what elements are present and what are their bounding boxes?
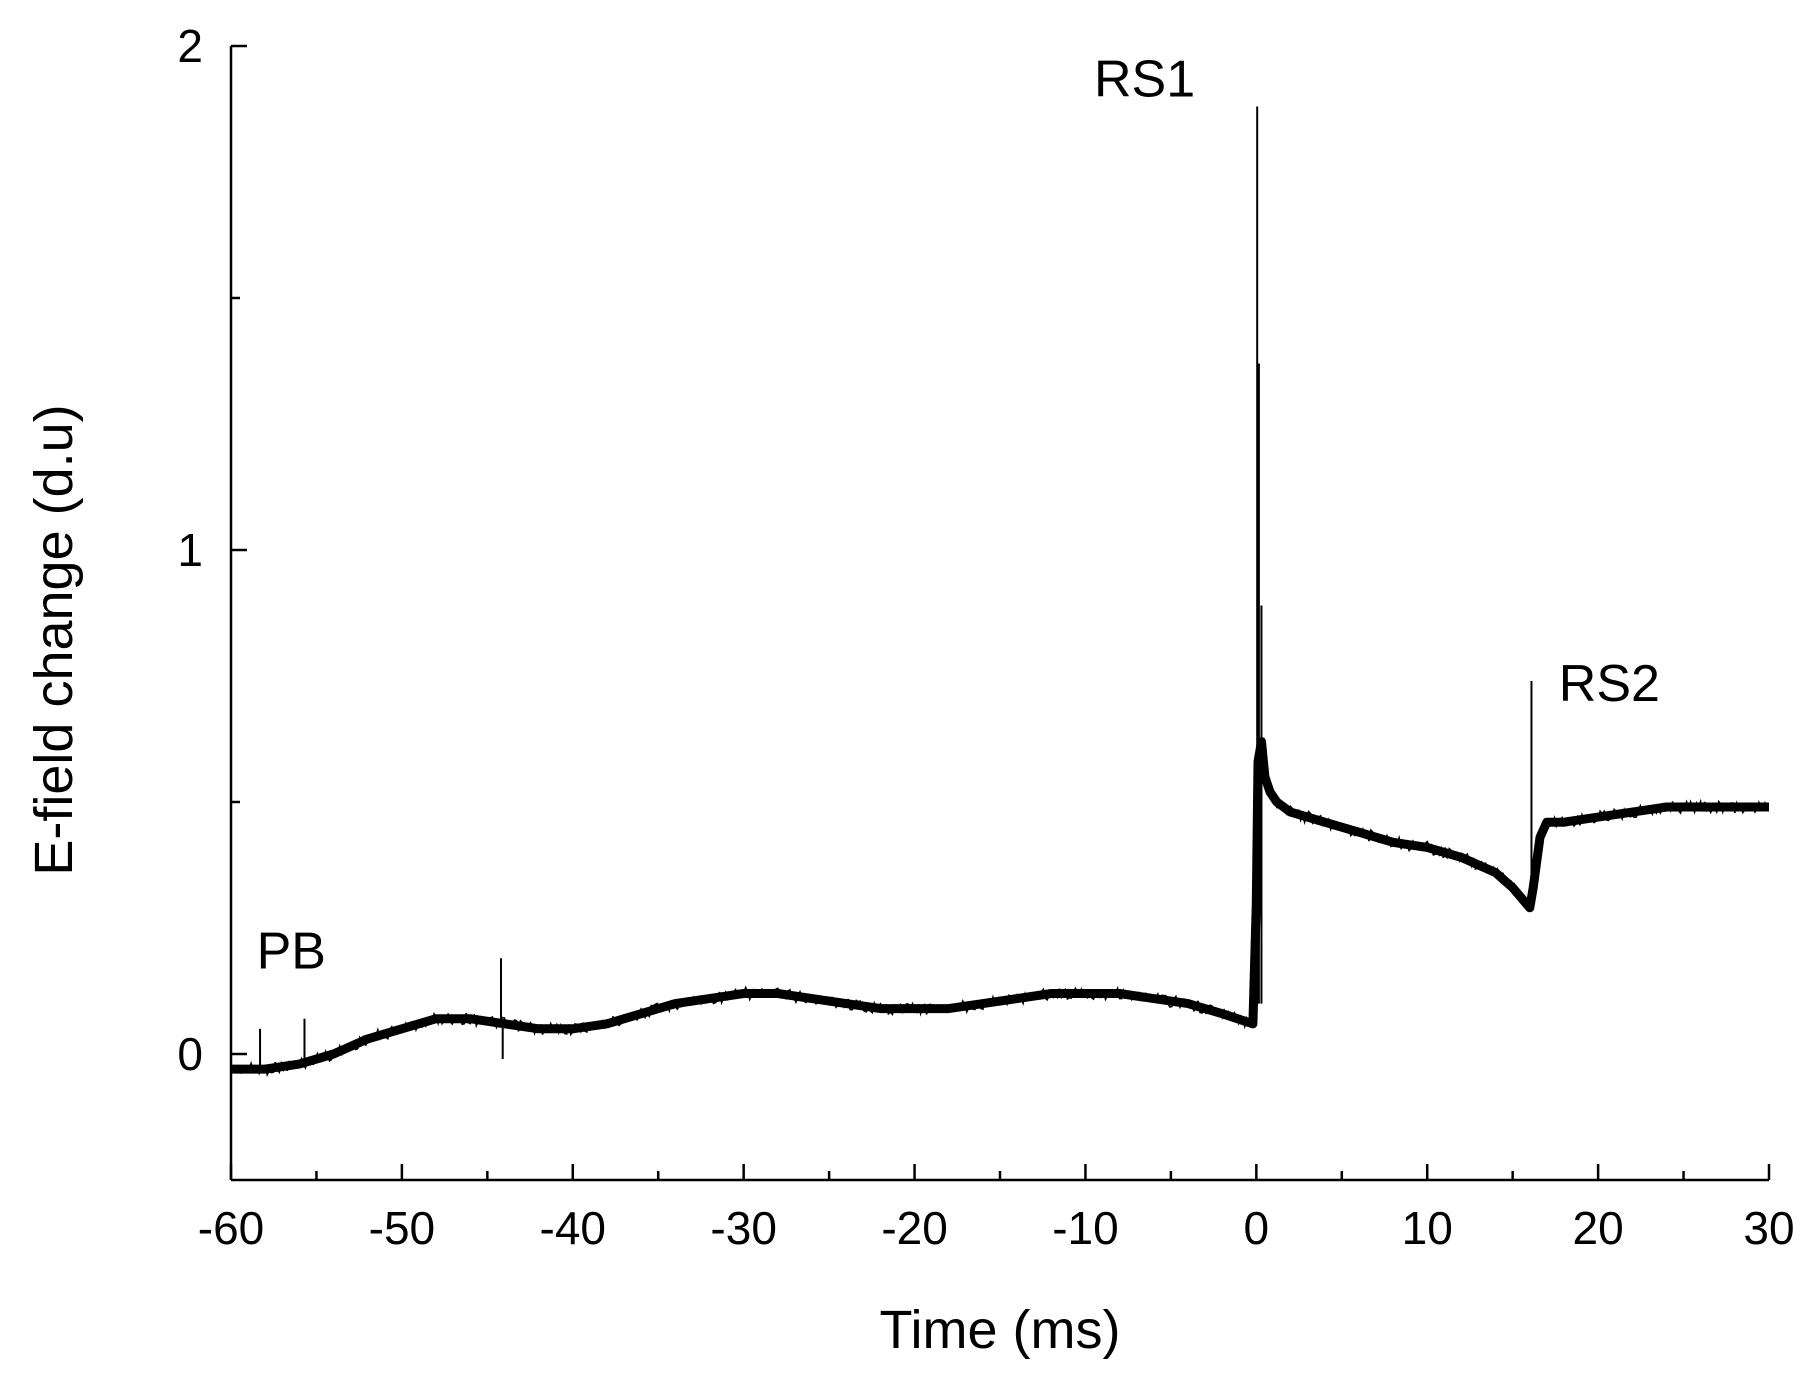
plot-area <box>230 106 1769 1077</box>
series-line <box>231 737 1769 1074</box>
x-tick-label: 30 <box>1743 1202 1794 1254</box>
tick-labels: -60 -50 -40 -30 -20 -10 0 10 20 30 0 1 2 <box>177 20 1794 1254</box>
x-tick-label: 20 <box>1573 1202 1624 1254</box>
x-tick-label: -10 <box>1052 1202 1118 1254</box>
annotation-rs1: RS1 <box>1094 50 1195 108</box>
x-tick-label: -60 <box>198 1202 264 1254</box>
y-tick-label: 0 <box>177 1028 203 1080</box>
y-tick-label: 2 <box>177 20 203 72</box>
annotation-rs2: RS2 <box>1559 655 1660 713</box>
y-tick-label: 1 <box>177 524 203 576</box>
y-axis-title: E-field change (d.u) <box>24 404 84 875</box>
annotations: PB RS1 RS2 <box>257 50 1660 980</box>
x-tick-label: -40 <box>540 1202 606 1254</box>
x-tick-label: -20 <box>881 1202 947 1254</box>
x-axis-title: Time (ms) <box>880 1300 1121 1360</box>
series-noise <box>230 739 1768 1077</box>
axis-ticks <box>229 44 1771 1180</box>
x-tick-label: 0 <box>1244 1202 1270 1254</box>
x-tick-label: -50 <box>369 1202 435 1254</box>
annotation-pb: PB <box>257 922 326 980</box>
x-tick-label: 10 <box>1402 1202 1453 1254</box>
x-tick-label: -30 <box>710 1202 776 1254</box>
